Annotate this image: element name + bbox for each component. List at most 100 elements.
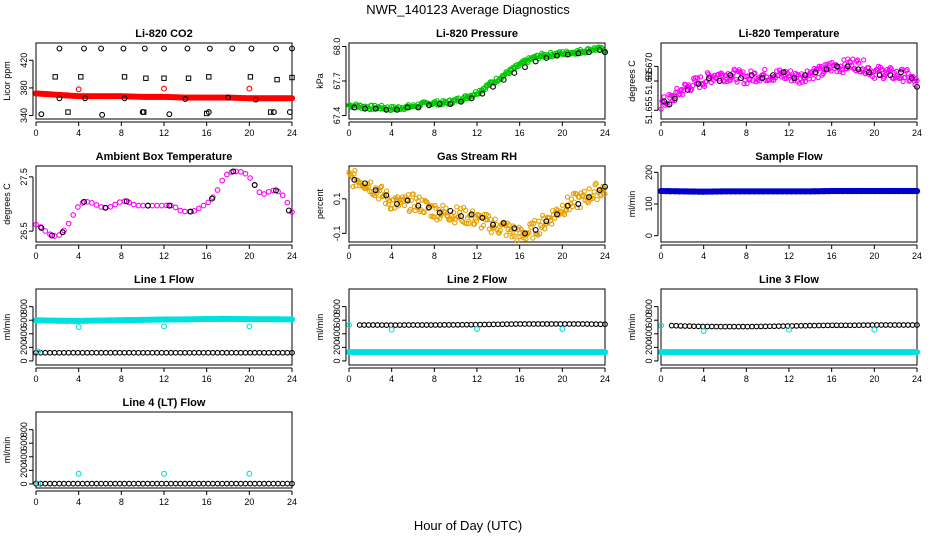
band-point bbox=[692, 75, 699, 81]
data-point bbox=[807, 322, 813, 329]
data-point bbox=[61, 349, 67, 356]
data-point bbox=[593, 321, 599, 327]
data-point bbox=[158, 349, 165, 356]
band-point bbox=[546, 215, 553, 221]
band-point bbox=[514, 238, 520, 244]
data-point bbox=[205, 349, 212, 356]
data-point bbox=[284, 199, 291, 206]
panel-ambient-box-temperature: Ambient Box Temperature 0 4 8 12 16 20 24 26.5 27… bbox=[2, 151, 297, 261]
data-point bbox=[383, 322, 390, 328]
data-point bbox=[65, 109, 71, 115]
data-point bbox=[504, 321, 510, 328]
band-point bbox=[368, 179, 374, 185]
x-tick-label: 0 bbox=[658, 128, 663, 138]
series-0 bbox=[32, 315, 296, 324]
data-point bbox=[748, 72, 755, 79]
data-point bbox=[247, 349, 253, 356]
data-point bbox=[481, 321, 488, 328]
series-2 bbox=[33, 349, 295, 356]
data-point bbox=[415, 202, 422, 209]
line-point bbox=[913, 187, 921, 195]
data-point bbox=[75, 480, 81, 487]
data-point bbox=[102, 480, 109, 487]
data-point bbox=[140, 202, 146, 209]
band-point bbox=[437, 215, 443, 222]
x-tick-label: 4 bbox=[389, 128, 394, 138]
data-point bbox=[793, 323, 800, 329]
band-point bbox=[727, 77, 733, 84]
data-point bbox=[490, 321, 497, 328]
data-point bbox=[265, 188, 272, 195]
x-tick-label: 20 bbox=[869, 251, 879, 261]
data-point bbox=[882, 322, 889, 328]
data-point bbox=[535, 321, 541, 327]
data-point bbox=[200, 202, 207, 209]
data-point bbox=[256, 349, 263, 356]
data-point bbox=[191, 480, 198, 487]
data-point bbox=[37, 224, 44, 230]
series-1 bbox=[75, 323, 253, 330]
line-point bbox=[601, 349, 609, 356]
data-point bbox=[798, 322, 804, 329]
data-point bbox=[149, 349, 156, 356]
data-point bbox=[205, 480, 212, 487]
data-point bbox=[233, 480, 239, 487]
data-point bbox=[38, 224, 45, 231]
data-point bbox=[51, 480, 58, 487]
data-point bbox=[172, 204, 179, 211]
series-3 bbox=[35, 348, 42, 355]
data-point bbox=[163, 349, 170, 356]
band-point bbox=[488, 229, 494, 236]
data-point bbox=[860, 322, 867, 328]
x-tick-label: 0 bbox=[33, 374, 38, 384]
band-point bbox=[840, 69, 846, 76]
x-tick-label: 8 bbox=[432, 128, 437, 138]
data-point bbox=[200, 480, 207, 487]
data-point bbox=[414, 322, 421, 328]
y-tick-label: 51.670 bbox=[644, 53, 654, 81]
band-point bbox=[523, 236, 529, 242]
data-point bbox=[158, 202, 165, 209]
data-point bbox=[479, 214, 486, 221]
data-point bbox=[161, 45, 167, 52]
data-point bbox=[154, 202, 160, 209]
data-point bbox=[753, 323, 760, 330]
data-point bbox=[468, 321, 475, 328]
band-point bbox=[860, 57, 867, 63]
band-point bbox=[678, 87, 684, 93]
data-point bbox=[661, 98, 668, 105]
series-0 bbox=[33, 168, 295, 239]
x-tick-label: 20 bbox=[244, 251, 254, 261]
data-point bbox=[673, 322, 679, 329]
x-tick-label: 16 bbox=[202, 251, 212, 261]
data-point bbox=[230, 168, 237, 175]
band-point bbox=[421, 209, 427, 216]
series-2 bbox=[38, 94, 293, 118]
x-tick-label: 8 bbox=[119, 128, 124, 138]
x-tick-label: 16 bbox=[202, 374, 212, 384]
data-point bbox=[812, 69, 819, 76]
y-tick-label: 400 bbox=[19, 326, 29, 341]
x-axis-label: Hour of Day (UTC) bbox=[414, 518, 522, 533]
data-point bbox=[512, 321, 519, 327]
band-point bbox=[589, 195, 595, 202]
band-point bbox=[581, 188, 587, 194]
data-point bbox=[182, 208, 188, 215]
x-tick-label: 24 bbox=[912, 374, 922, 384]
data-point bbox=[495, 321, 501, 328]
data-point bbox=[75, 86, 82, 93]
line-point bbox=[288, 95, 296, 102]
y-tick-label: 0 bbox=[644, 358, 654, 363]
data-point bbox=[140, 480, 146, 487]
x-axis: 0 4 8 12 16 20 24 bbox=[658, 367, 922, 384]
data-point bbox=[182, 480, 188, 487]
x-tick-label: 24 bbox=[912, 128, 922, 138]
data-point bbox=[596, 187, 603, 194]
band-point bbox=[378, 183, 385, 189]
y-tick-label: 600 bbox=[332, 313, 342, 328]
band-point bbox=[351, 171, 357, 177]
data-point bbox=[205, 199, 212, 206]
